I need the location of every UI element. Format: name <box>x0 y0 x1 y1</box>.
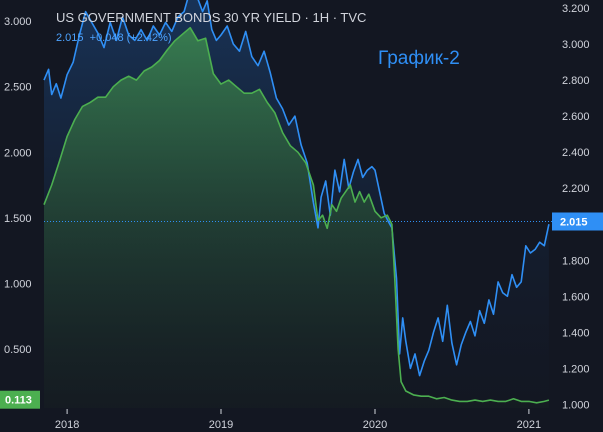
series-line-0 <box>43 0 550 377</box>
left-last-value-label: 0.113 <box>5 395 32 407</box>
series-line-1 <box>43 26 550 404</box>
left-axis-tick-4: 1.000 <box>4 278 32 290</box>
right-axis-tick-5: 2.200 <box>562 183 590 195</box>
right-axis-tick-8: 1.600 <box>562 291 590 303</box>
series-area-1 <box>44 27 549 408</box>
x-axis-tick-1: 2019 <box>209 419 233 431</box>
left-last-value-badge <box>0 390 40 409</box>
right-axis-tick-4: 2.400 <box>562 147 590 159</box>
chart-title: US GOVERNMENT BONDS 30 YR YIELD · 1H · T… <box>56 10 366 25</box>
x-axis-tick-2: 2020 <box>363 419 387 431</box>
right-axis-tick-11: 1.000 <box>562 399 590 411</box>
right-axis-tick-7: 1.800 <box>562 255 590 267</box>
right-axis-tick-2: 2.800 <box>562 75 590 87</box>
right-last-value-badge <box>552 212 603 231</box>
x-axis-tick-0: 2018 <box>55 419 79 431</box>
chart-annotation: График-2 <box>378 48 460 69</box>
right-axis-tick-3: 2.600 <box>562 111 590 123</box>
right-axis-tick-10: 1.200 <box>562 363 590 375</box>
right-axis-tick-1: 3.000 <box>562 39 590 51</box>
price-change-readout: 2.015 +0.048 (+2.42%) <box>56 32 172 44</box>
left-axis-tick-0: 3.000 <box>4 16 32 28</box>
right-last-value-label: 2.015 <box>560 217 588 229</box>
x-axis-tick-3: 2021 <box>517 419 541 431</box>
left-axis-tick-2: 2.000 <box>4 147 32 159</box>
left-axis-tick-5: 0.500 <box>4 344 32 356</box>
right-axis-tick-9: 1.400 <box>562 327 590 339</box>
right-axis-tick-0: 3.200 <box>562 3 590 15</box>
left-axis-tick-3: 1.500 <box>4 213 32 225</box>
left-axis-tick-1: 2.500 <box>4 82 32 94</box>
